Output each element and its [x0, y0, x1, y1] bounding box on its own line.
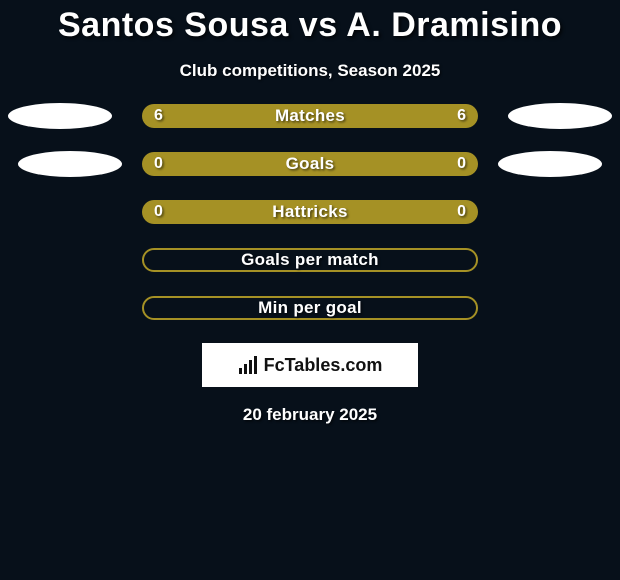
brand-text: FcTables.com: [264, 355, 383, 376]
subtitle: Club competitions, Season 2025: [0, 61, 620, 81]
stat-value-right: 0: [457, 203, 466, 221]
stat-row: 6 Matches 6: [0, 103, 620, 129]
player-left-marker: [18, 151, 122, 177]
stat-value-right: 6: [457, 107, 466, 125]
stat-row: 0 Hattricks 0: [0, 199, 620, 225]
stats-rows: 6 Matches 6 0 Goals 0 0 Hattricks 0 Goals per mat…: [0, 103, 620, 321]
stat-bar: Goals per match: [142, 248, 478, 272]
stat-value-left: 0: [154, 203, 163, 221]
brand-chart-icon: [238, 356, 260, 374]
stat-bar: 0 Hattricks 0: [142, 200, 478, 224]
stat-label: Min per goal: [258, 298, 362, 318]
stat-value-left: 0: [154, 155, 163, 173]
brand-box: FcTables.com: [202, 343, 418, 387]
stat-row: Goals per match: [0, 247, 620, 273]
date-label: 20 february 2025: [0, 405, 620, 425]
brand-label: FcTables.com: [238, 355, 383, 376]
stat-label: Goals per match: [241, 250, 379, 270]
player-right-marker: [498, 151, 602, 177]
stat-bar: Min per goal: [142, 296, 478, 320]
stat-row: Min per goal: [0, 295, 620, 321]
player-right-marker: [508, 103, 612, 129]
stat-bar: 0 Goals 0: [142, 152, 478, 176]
player-left-marker: [8, 103, 112, 129]
stat-bar: 6 Matches 6: [142, 104, 478, 128]
stat-label: Matches: [275, 106, 345, 126]
stat-row: 0 Goals 0: [0, 151, 620, 177]
stat-value-left: 6: [154, 107, 163, 125]
page-title: Santos Sousa vs A. Dramisino: [0, 6, 620, 45]
comparison-card: Santos Sousa vs A. Dramisino Club compet…: [0, 0, 620, 425]
stat-label: Goals: [286, 154, 335, 174]
stat-label: Hattricks: [272, 202, 347, 222]
stat-value-right: 0: [457, 155, 466, 173]
